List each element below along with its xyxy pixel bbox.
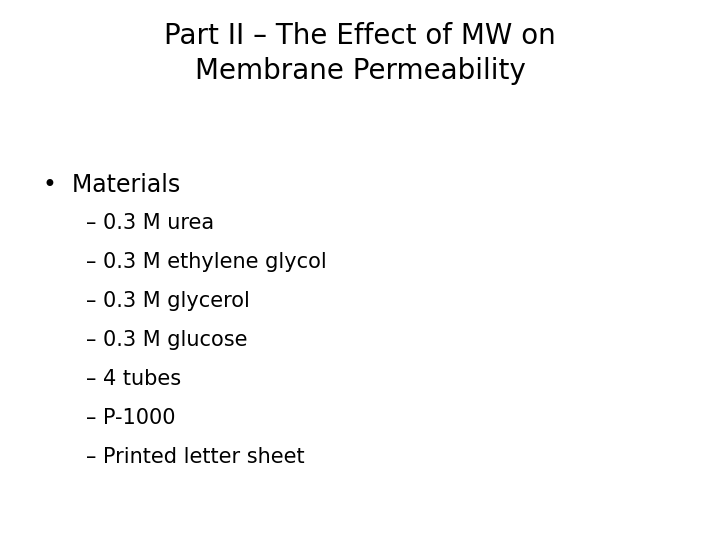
Text: – Printed letter sheet: – Printed letter sheet	[86, 447, 305, 467]
Text: Part II – The Effect of MW on
Membrane Permeability: Part II – The Effect of MW on Membrane P…	[164, 22, 556, 85]
Text: – P-1000: – P-1000	[86, 408, 176, 428]
Text: – 0.3 M urea: – 0.3 M urea	[86, 213, 215, 233]
Text: – 0.3 M glycerol: – 0.3 M glycerol	[86, 291, 251, 311]
Text: – 0.3 M glucose: – 0.3 M glucose	[86, 330, 248, 350]
Text: •  Materials: • Materials	[43, 173, 181, 197]
Text: – 0.3 M ethylene glycol: – 0.3 M ethylene glycol	[86, 252, 327, 272]
Text: – 4 tubes: – 4 tubes	[86, 369, 181, 389]
